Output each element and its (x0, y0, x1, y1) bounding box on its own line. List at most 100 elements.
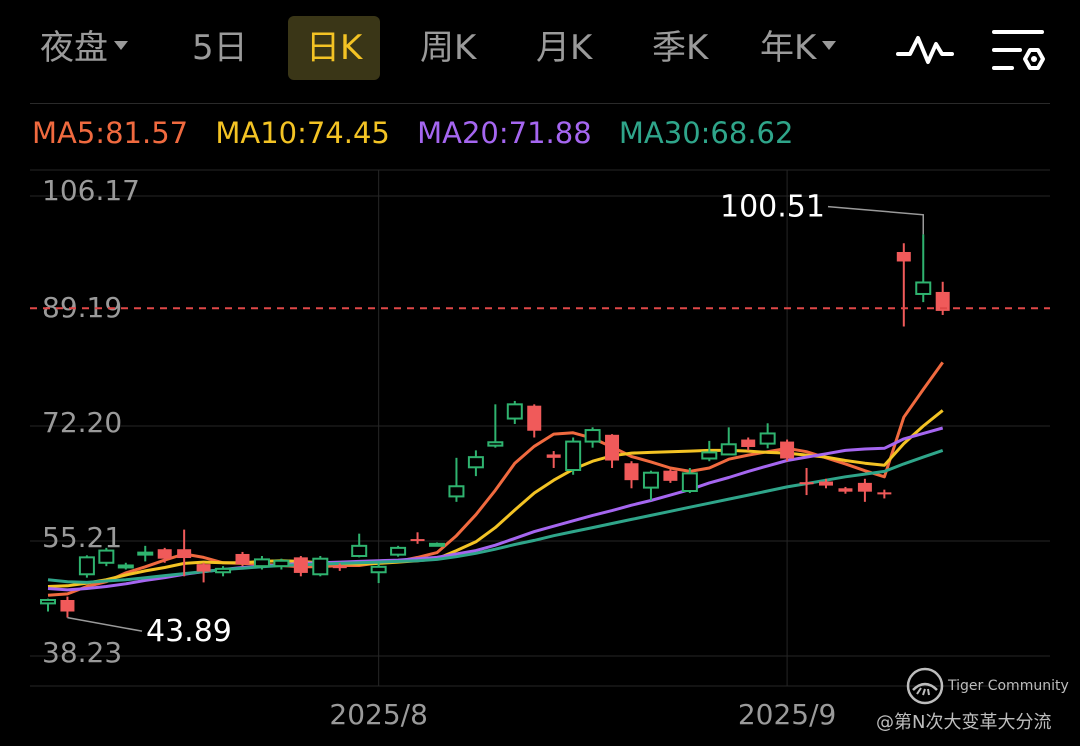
candle-up (370, 562, 387, 584)
candle-up (565, 437, 582, 475)
caret-down-icon (822, 41, 837, 50)
candle-body (215, 567, 232, 574)
candle-body (896, 251, 911, 262)
high-annotation: 100.51 (720, 190, 825, 225)
candle-up (98, 547, 115, 567)
candle-body (527, 405, 542, 431)
candle-up (506, 400, 523, 424)
tab-monthly-k[interactable]: 月K (536, 16, 592, 80)
candle-down (605, 434, 620, 468)
settings-list-icon[interactable] (990, 20, 1050, 80)
header-divider (30, 103, 1050, 104)
candle-down (527, 404, 542, 438)
candle-body (584, 429, 601, 443)
candle-up (429, 542, 445, 547)
ma5-label: MA5:81.57 (32, 116, 189, 150)
y-tick-label: 38.23 (42, 636, 122, 669)
candle-body (78, 556, 95, 576)
tiger-logo-icon (905, 666, 945, 710)
candle-body (759, 432, 776, 445)
y-tick-label: 106.17 (42, 174, 140, 207)
candle-body (877, 492, 892, 495)
candle-body (681, 472, 698, 492)
candle-up (78, 555, 95, 578)
tab-yearly-k[interactable]: 年K (760, 16, 837, 80)
low-leader-line (67, 616, 143, 632)
tab-label: 月K (536, 28, 593, 68)
candle-up (584, 427, 601, 448)
candle-up (137, 545, 154, 562)
candle-body (565, 440, 582, 472)
candle-body (448, 485, 465, 498)
candle-body (98, 549, 115, 564)
candle-body (157, 549, 172, 559)
candle-down (196, 562, 211, 583)
candle-up (40, 598, 56, 612)
candle-up (117, 562, 134, 570)
candle-up (915, 234, 932, 303)
candle-body (117, 564, 134, 569)
high-leader-line (827, 205, 924, 235)
candle-body (819, 481, 833, 486)
candle-body (935, 291, 950, 311)
candle-up (253, 555, 270, 570)
candle-body (273, 559, 290, 568)
candle-body (838, 488, 853, 492)
tab-label: 周K (420, 28, 477, 68)
candle-down (293, 555, 308, 577)
y-tick-label: 72.20 (42, 406, 122, 439)
tab-label: 夜盘 (40, 28, 108, 68)
candle-body (642, 471, 659, 489)
candle-down (935, 281, 950, 315)
ma20-label: MA20:71.88 (417, 116, 592, 150)
candle-down (332, 563, 347, 571)
x-tick-label: 2025/8 (329, 698, 428, 731)
candle-up (467, 450, 484, 477)
ma30-line (47, 448, 944, 584)
ma10-label: MA10:74.45 (215, 116, 390, 150)
tab-daily-k[interactable]: 日K (288, 16, 381, 80)
candle-up (681, 467, 698, 494)
tab-label: 季K (652, 28, 709, 68)
candle-body (915, 281, 932, 295)
candle-body (177, 549, 192, 559)
candle-down (857, 478, 872, 502)
tab-weekly-k[interactable]: 周K (420, 16, 476, 80)
x-tick-label: 2025/9 (738, 698, 837, 731)
candle-up (351, 533, 368, 558)
candle-body (253, 558, 270, 568)
tab-night-session[interactable]: 夜盘 (40, 16, 128, 80)
candle-body (196, 564, 211, 572)
candle-body (701, 451, 718, 460)
tab-quarterly-k[interactable]: 季K (652, 16, 708, 80)
candle-up (448, 457, 465, 502)
candle-down (546, 451, 561, 468)
candle-body (137, 551, 154, 556)
candle-body (332, 566, 347, 569)
ma30-label: MA30:68.62 (618, 116, 794, 150)
candle-up (215, 566, 232, 577)
line-chart-icon[interactable] (896, 20, 956, 80)
candle-body (546, 454, 561, 458)
tab-5day[interactable]: 5日 (192, 16, 248, 80)
candle-up (273, 558, 290, 570)
candle-up (759, 423, 776, 449)
candle-down (799, 467, 814, 496)
candle-body (741, 439, 756, 447)
ma5-line (47, 361, 944, 597)
y-tick-label: 55.21 (42, 521, 122, 554)
caret-down-icon (114, 41, 128, 50)
candle-body (60, 600, 75, 612)
candle-body (390, 546, 407, 556)
candle-body (40, 599, 56, 605)
watermark-author: @第N次大变革大分流 (876, 712, 1052, 733)
candle-body (351, 544, 368, 557)
candle-up (720, 427, 737, 456)
candle-body (467, 456, 484, 469)
candle-body (663, 470, 678, 481)
candle-body (410, 539, 425, 542)
candle-down (663, 469, 678, 483)
candle-body (312, 557, 329, 576)
period-tab-bar: 夜盘 5日 日K 周K 月K 季K 年K (0, 0, 1080, 104)
